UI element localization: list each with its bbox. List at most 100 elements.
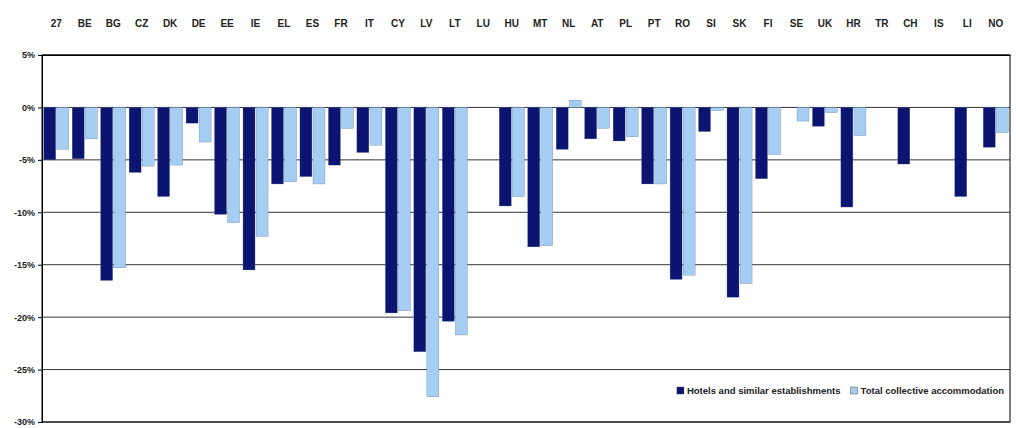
- x-axis: 27BEBGCZDKDEEEIEELESFRITCYLVLTLUHUMTNLAT…: [43, 18, 1011, 56]
- x-tick-label: UK: [818, 18, 833, 29]
- y-tick-mark: [38, 370, 42, 371]
- bar: [328, 107, 340, 165]
- y-tick: -30%: [14, 417, 42, 427]
- y-tick-label: -15%: [14, 260, 35, 270]
- x-tick: SK: [733, 18, 748, 55]
- x-axis-line: [43, 55, 1011, 56]
- x-tick-label: BE: [78, 18, 92, 29]
- bar: [854, 107, 866, 135]
- bar: [455, 107, 467, 335]
- bar: [442, 107, 454, 321]
- legend-item: Hotels and similar establishments: [677, 385, 841, 396]
- bar: [812, 107, 824, 126]
- x-tick: CH: [903, 18, 917, 55]
- x-tick: DE: [192, 18, 206, 55]
- x-tick: FI: [764, 18, 773, 55]
- x-tick: IT: [365, 18, 374, 55]
- x-tick-label: RO: [675, 18, 690, 29]
- bar: [101, 107, 113, 280]
- x-tick-label: MT: [533, 18, 547, 29]
- bar: [655, 107, 667, 184]
- x-tick-label: PT: [648, 18, 661, 29]
- chart: -30%-25%-20%-15%-10%-5%0%5%27BEBGCZDKDEE…: [0, 0, 1016, 428]
- bar: [85, 107, 97, 138]
- x-tick-label: DK: [163, 18, 178, 29]
- bar: [414, 107, 426, 351]
- bar: [72, 107, 84, 158]
- legend-item: Total collective accommodation: [851, 385, 1005, 396]
- x-tick-label: NO: [988, 18, 1003, 29]
- legend-label: Hotels and similar establishments: [687, 385, 841, 396]
- x-tick-label: LI: [963, 18, 972, 29]
- bar: [712, 107, 724, 110]
- bar: [983, 107, 995, 147]
- bar: [271, 107, 283, 184]
- bar: [955, 107, 967, 196]
- legend-swatch: [851, 387, 858, 394]
- bar: [626, 107, 638, 136]
- x-tick-label: BG: [106, 18, 121, 29]
- bar: [300, 107, 312, 176]
- x-tick: HU: [505, 18, 519, 55]
- grid-line: [42, 317, 1010, 318]
- x-tick-label: SE: [790, 18, 804, 29]
- bar: [215, 107, 227, 214]
- x-tick-label: AT: [591, 18, 604, 29]
- bar: [285, 107, 297, 181]
- y-tick-label: 0%: [22, 103, 35, 113]
- bar: [158, 107, 170, 196]
- legend-background: [673, 383, 1008, 398]
- bar: [357, 107, 369, 152]
- x-tick-label: HR: [846, 18, 861, 29]
- bar: [243, 107, 255, 270]
- bar: [613, 107, 625, 141]
- bar: [670, 107, 682, 279]
- y-tick-label: 5%: [22, 50, 35, 60]
- x-tick: BE: [78, 18, 92, 55]
- x-tick: CZ: [135, 18, 148, 55]
- x-tick-label: FI: [764, 18, 773, 29]
- y-tick-mark: [38, 55, 42, 56]
- grid-line: [42, 264, 1010, 265]
- bars: [44, 100, 1009, 397]
- y-tick: -20%: [14, 313, 42, 323]
- bar: [569, 100, 581, 107]
- grid-line: [42, 212, 1010, 213]
- x-tick-label: EE: [220, 18, 234, 29]
- bar: [996, 107, 1008, 132]
- x-tick-label: NL: [562, 18, 575, 29]
- bar: [598, 107, 610, 128]
- y-tick: -10%: [14, 208, 42, 218]
- x-tick: TR: [875, 18, 889, 55]
- x-tick-label: IT: [365, 18, 374, 29]
- bar: [825, 107, 837, 112]
- plot-background: [42, 55, 1010, 422]
- x-tick: IE: [251, 18, 261, 55]
- x-tick-label: LV: [420, 18, 432, 29]
- bar: [44, 107, 56, 159]
- bar: [313, 107, 325, 184]
- y-tick: -25%: [14, 365, 42, 375]
- y-tick: 0%: [22, 103, 42, 113]
- x-tick: LT: [449, 18, 460, 55]
- bar: [385, 107, 397, 313]
- x-tick-label: IE: [251, 18, 261, 29]
- bar: [769, 107, 781, 154]
- y-tick-mark: [38, 265, 42, 266]
- y-tick-mark: [38, 160, 42, 161]
- y-tick-mark: [38, 317, 42, 318]
- bar: [370, 107, 382, 145]
- x-tick: NL: [562, 18, 575, 55]
- bar: [427, 107, 439, 396]
- bar: [129, 107, 141, 172]
- y-tick-mark: [38, 422, 42, 423]
- bar: [528, 107, 540, 246]
- bar: [256, 107, 268, 236]
- x-tick: BG: [106, 18, 121, 55]
- bar: [171, 107, 183, 165]
- bar: [114, 107, 126, 267]
- x-tick-label: CY: [391, 18, 405, 29]
- bar: [398, 107, 410, 310]
- bar: [142, 107, 154, 166]
- x-tick: SI: [706, 18, 716, 55]
